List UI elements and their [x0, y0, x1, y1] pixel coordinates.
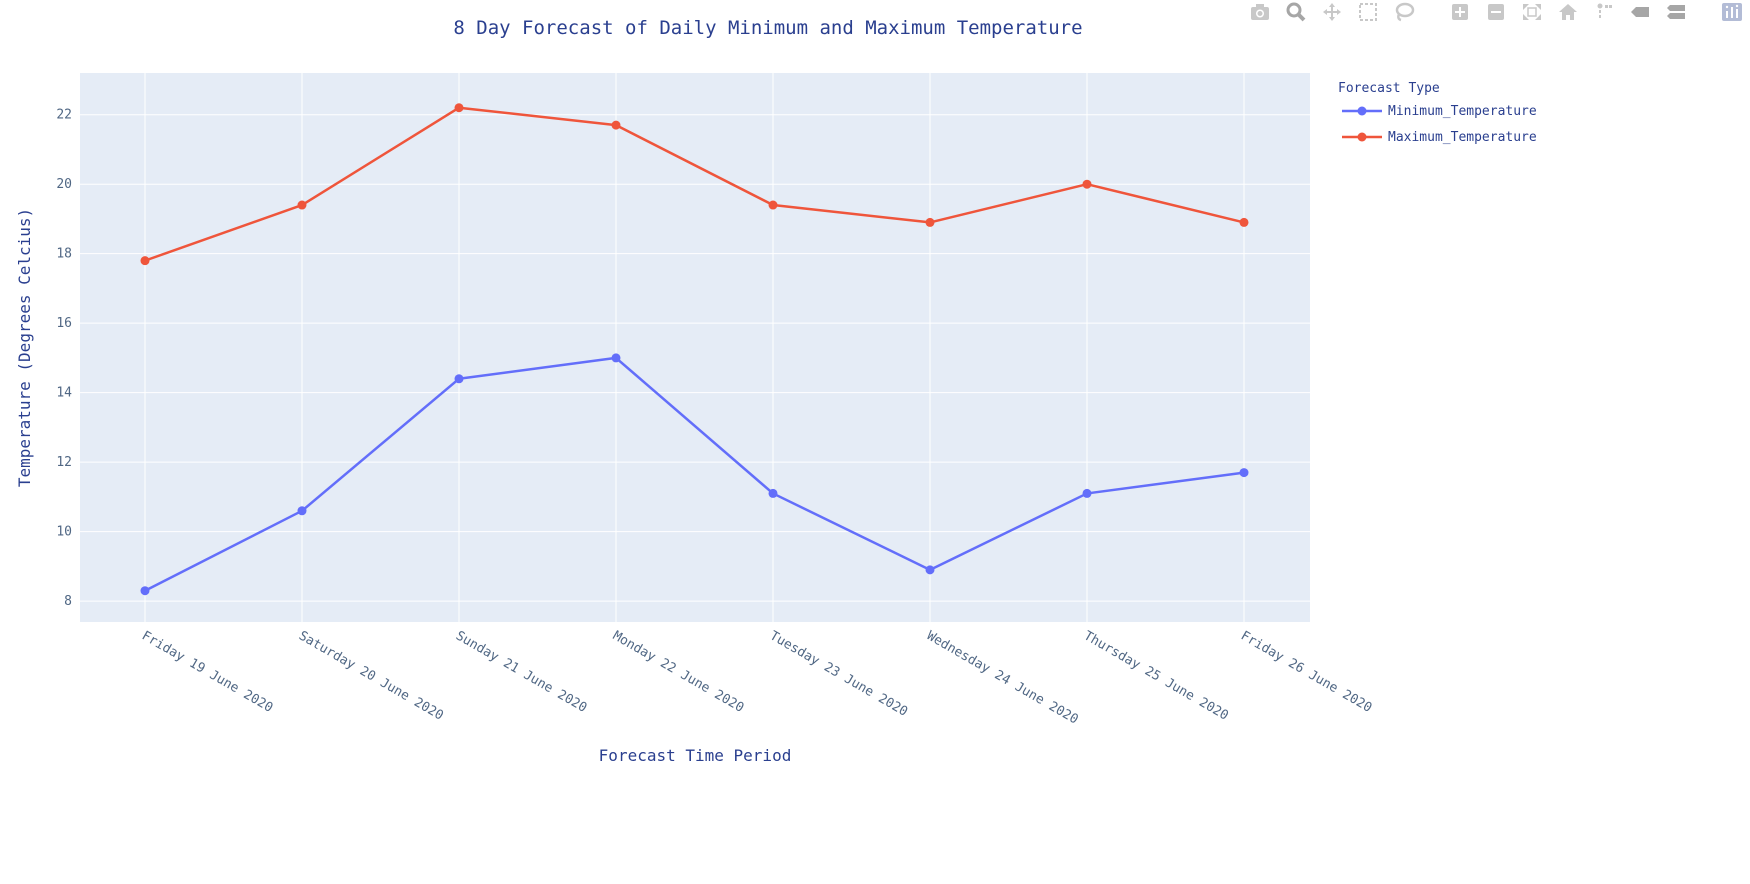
- data-point[interactable]: [925, 565, 935, 575]
- hover-compare-icon[interactable]: [1658, 0, 1694, 24]
- data-point[interactable]: [1082, 179, 1092, 189]
- legend-marker: [1357, 106, 1367, 116]
- y-tick-label: 14: [56, 386, 72, 401]
- x-axis-title: Forecast Time Period: [599, 746, 792, 765]
- spike-icon[interactable]: [1586, 0, 1622, 24]
- x-tick-label: Monday 22 June 2020: [610, 628, 746, 715]
- y-axis-ticks: 8 10 12 14 16 18 20 22: [56, 108, 72, 609]
- autoscale-icon[interactable]: [1514, 0, 1550, 24]
- data-point[interactable]: [297, 200, 307, 210]
- toolbar-spacer: [1422, 0, 1442, 24]
- zoom-icon[interactable]: [1278, 0, 1314, 24]
- x-tick-label: Tuesday 23 June 2020: [767, 628, 910, 719]
- data-point[interactable]: [768, 200, 778, 210]
- data-point[interactable]: [454, 103, 464, 113]
- series-line: [144, 356, 1245, 592]
- legend-label: Minimum_Temperature: [1388, 104, 1537, 119]
- y-tick-label: 18: [56, 247, 72, 262]
- legend-title: Forecast Type: [1338, 81, 1440, 96]
- series-line: [144, 106, 1245, 262]
- box-select-icon[interactable]: [1350, 0, 1386, 24]
- data-point[interactable]: [140, 586, 150, 596]
- chart-title: 8 Day Forecast of Daily Minimum and Maxi…: [453, 17, 1082, 39]
- x-tick-label: Saturday 20 June 2020: [296, 628, 446, 723]
- legend-label: Maximum_Temperature: [1388, 130, 1537, 145]
- camera-icon[interactable]: [1242, 0, 1278, 24]
- y-axis-title: Temperature (Degrees Celcius): [15, 208, 34, 487]
- y-tick-label: 8: [64, 594, 72, 609]
- y-tick-label: 16: [56, 316, 72, 331]
- hover-closest-icon[interactable]: [1622, 0, 1658, 24]
- data-point[interactable]: [140, 256, 150, 266]
- x-tick-label: Friday 19 June 2020: [139, 628, 275, 715]
- legend-item[interactable]: Minimum_Temperature: [1342, 104, 1537, 119]
- y-tick-label: 12: [56, 455, 72, 470]
- plot-background: [80, 73, 1310, 622]
- data-point[interactable]: [454, 374, 464, 384]
- zoom-out-icon[interactable]: [1478, 0, 1514, 24]
- data-point[interactable]: [1239, 468, 1249, 478]
- legend-item[interactable]: Maximum_Temperature: [1342, 130, 1537, 145]
- gridlines: [80, 73, 1310, 622]
- toolbar-spacer: [1694, 0, 1714, 24]
- data-point[interactable]: [611, 120, 621, 130]
- lasso-icon[interactable]: [1386, 0, 1422, 24]
- x-axis-ticks: Friday 19 June 2020 Saturday 20 June 2020…: [139, 628, 1374, 727]
- series-Maximum_Temperature: [140, 103, 1249, 266]
- x-tick-label: Friday 26 June 2020: [1238, 628, 1374, 715]
- legend: Forecast Type Minimum_Temperature Maximum…: [1338, 81, 1537, 145]
- zoom-in-icon[interactable]: [1442, 0, 1478, 24]
- x-tick-label: Thursday 25 June 2020: [1081, 628, 1231, 723]
- x-tick-label: Sunday 21 June 2020: [453, 628, 589, 715]
- data-point[interactable]: [925, 217, 935, 227]
- series-Minimum_Temperature: [140, 353, 1249, 596]
- y-tick-label: 22: [56, 108, 72, 123]
- y-tick-label: 20: [56, 177, 72, 192]
- plotly-logo-icon[interactable]: [1714, 0, 1750, 24]
- data-point[interactable]: [1082, 488, 1092, 498]
- series-layer: [140, 103, 1249, 596]
- data-point[interactable]: [297, 506, 307, 516]
- data-point[interactable]: [1239, 217, 1249, 227]
- pan-icon[interactable]: [1314, 0, 1350, 24]
- modebar-toolbar: [1242, 0, 1750, 24]
- data-point[interactable]: [611, 353, 621, 363]
- data-point[interactable]: [768, 488, 778, 498]
- legend-marker: [1357, 132, 1367, 142]
- y-tick-label: 10: [56, 525, 72, 540]
- home-icon[interactable]: [1550, 0, 1586, 24]
- x-tick-label: Wednesday 24 June 2020: [924, 628, 1081, 727]
